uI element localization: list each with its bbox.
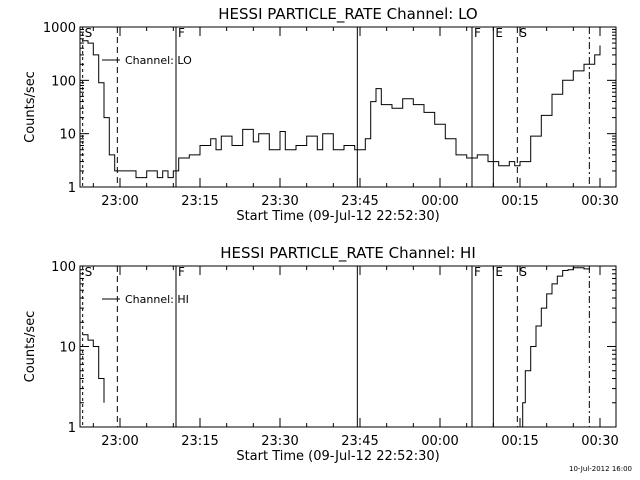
plot-frame — [79, 26, 617, 188]
y-axis-label: Counts/sec — [23, 311, 38, 383]
event-marker-label: E — [495, 265, 503, 279]
event-marker-label: S — [519, 26, 527, 40]
event-marker-label: E — [495, 26, 503, 40]
x-tick-label: 00:00 — [421, 434, 458, 449]
legend-label: Channel: HI — [125, 293, 189, 306]
x-tick-label: 23:45 — [341, 194, 378, 209]
x-tick-label: 23:00 — [101, 434, 138, 449]
series-line — [82, 334, 105, 403]
panel-0: HESSI PARTICLE_RATE Channel: LO 1 10 100 100… — [23, 5, 619, 224]
series-line — [520, 267, 590, 428]
x-tick-label: 23:00 — [101, 194, 138, 209]
panel-1: HESSI PARTICLE_RATE Channel: HI 1 10 100 23:… — [23, 244, 619, 464]
x-axis-label: Start Time (09-Jul-12 22:52:30) — [236, 209, 439, 224]
x-tick-label: 00:30 — [581, 434, 618, 449]
chart-title: HESSI PARTICLE_RATE Channel: HI — [220, 244, 476, 263]
event-marker-label: F — [178, 265, 185, 279]
series-line — [82, 40, 601, 179]
x-tick-label: 23:15 — [181, 434, 218, 449]
x-tick-label: 23:15 — [181, 194, 218, 209]
event-marker-label: S — [85, 265, 93, 279]
x-tick-label: 00:00 — [421, 194, 458, 209]
x-tick-label: 00:15 — [501, 194, 538, 209]
footer-timestamp: 10-Jul-2012 16:00 — [568, 465, 632, 473]
y-tick-label: 10 — [59, 128, 76, 143]
legend-label: Channel: LO — [125, 54, 192, 67]
y-tick-label: 1 — [68, 181, 76, 196]
y-axis-label: Counts/sec — [23, 71, 38, 143]
x-axis-label: Start Time (09-Jul-12 22:52:30) — [236, 449, 439, 464]
x-tick-label: 00:30 — [581, 194, 618, 209]
x-tick-label: 23:45 — [341, 434, 378, 449]
y-tick-label: 10 — [59, 341, 76, 356]
event-marker-label: S — [85, 26, 93, 40]
y-tick-label: 100 — [51, 260, 76, 275]
x-tick-label: 23:30 — [261, 434, 298, 449]
event-marker-label: F — [474, 265, 481, 279]
y-tick-label: 100 — [51, 74, 76, 89]
y-tick-label: 1 — [68, 421, 76, 436]
x-tick-label: 23:30 — [261, 194, 298, 209]
x-tick-label: 00:15 — [501, 434, 538, 449]
chart-title: HESSI PARTICLE_RATE Channel: LO — [218, 5, 477, 24]
event-marker-label: F — [178, 26, 185, 40]
event-marker-label: F — [474, 26, 481, 40]
y-tick-label: 1000 — [43, 21, 76, 36]
event-marker-label: S — [519, 265, 527, 279]
